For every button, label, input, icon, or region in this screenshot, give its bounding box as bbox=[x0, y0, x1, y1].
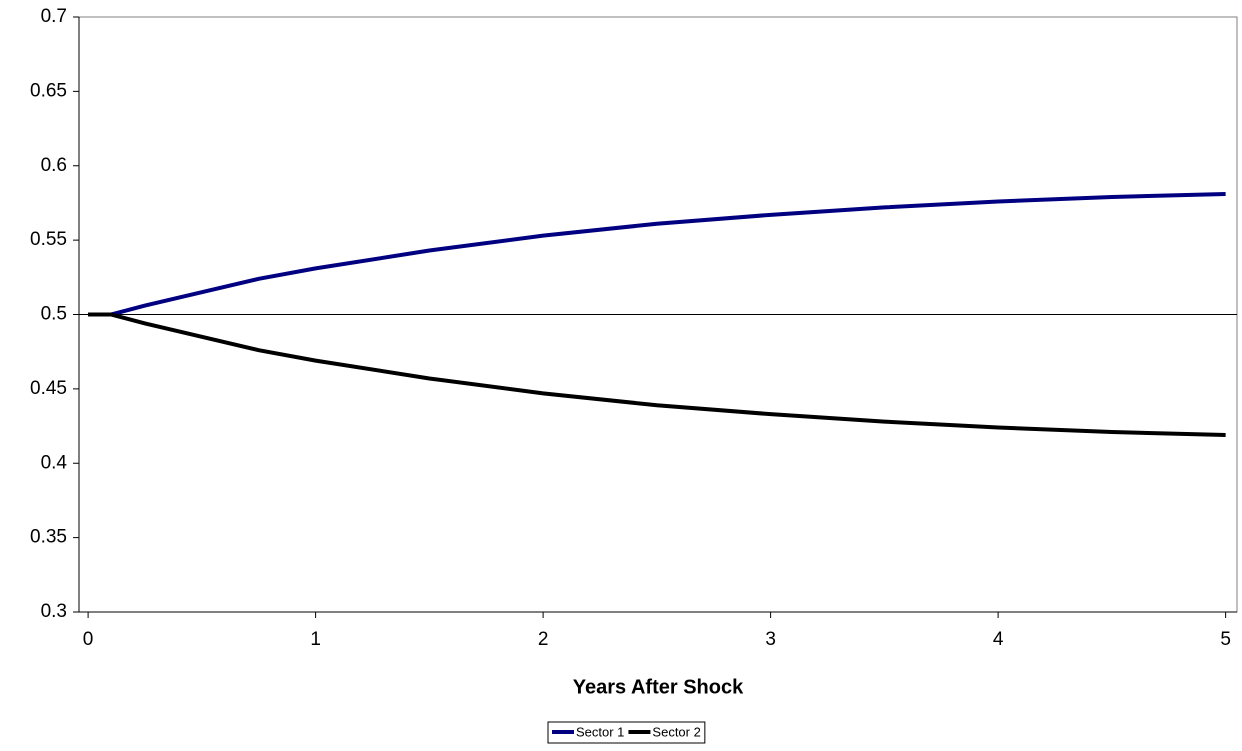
x-tick-label: 3 bbox=[765, 629, 776, 650]
x-tick-label: 1 bbox=[310, 629, 321, 650]
x-tick-label: 0 bbox=[83, 629, 94, 650]
x-axis-title: Years After Shock bbox=[573, 676, 744, 698]
x-tick-label: 4 bbox=[993, 629, 1004, 650]
y-tick-label: 0.3 bbox=[41, 601, 67, 622]
y-tick-label: 0.65 bbox=[30, 80, 67, 101]
series-line bbox=[88, 192, 1226, 317]
x-tick-label: 5 bbox=[1220, 629, 1231, 650]
legend-label: Sector 2 bbox=[652, 724, 700, 739]
y-tick-label: 0.4 bbox=[41, 452, 68, 473]
y-tick-label: 0.35 bbox=[30, 527, 67, 548]
y-tick-label: 0.55 bbox=[30, 229, 67, 250]
legend-box bbox=[547, 721, 706, 744]
y-tick-label: 0.5 bbox=[41, 304, 67, 325]
x-tick-label: 2 bbox=[538, 629, 549, 650]
y-tick-label: 0.45 bbox=[30, 378, 67, 399]
legend-label: Sector 1 bbox=[576, 724, 624, 739]
y-tick-label: 0.6 bbox=[41, 155, 67, 176]
y-tick-label: 0.7 bbox=[41, 6, 67, 27]
series-line bbox=[88, 312, 1226, 437]
legend: Sector 1 Sector 2 bbox=[547, 721, 706, 744]
